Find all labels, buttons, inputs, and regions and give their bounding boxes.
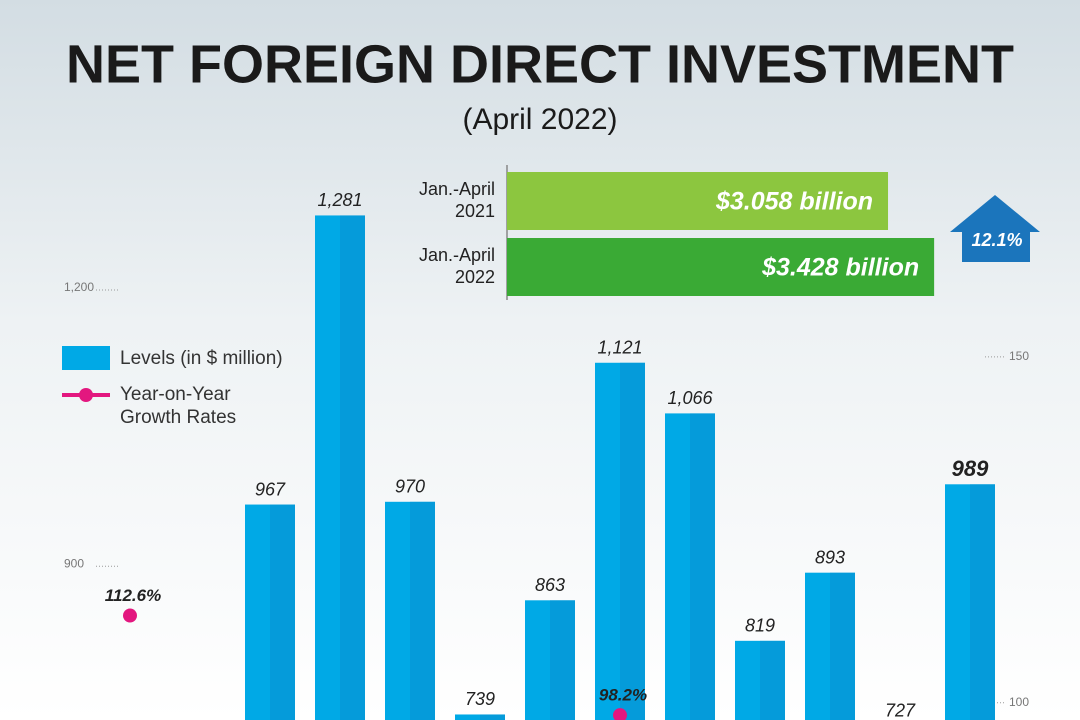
chart-subtitle: (April 2022) — [462, 103, 617, 136]
chart-title: NET FOREIGN DIRECT INVESTMENT — [66, 34, 1014, 94]
value-label: 1,066 — [667, 388, 713, 408]
value-label: 970 — [395, 477, 425, 497]
line-marker — [613, 708, 627, 720]
bar-shade — [550, 600, 575, 720]
y2-tick-label: 100 — [1009, 695, 1029, 709]
inset-value-label: $3.058 billion — [715, 188, 873, 216]
bar-shade — [270, 504, 295, 720]
value-label: 967 — [255, 479, 286, 499]
value-label: 989 — [952, 456, 989, 481]
value-label: 98.2% — [599, 686, 647, 705]
bar-shade — [760, 640, 785, 720]
bar-shade — [340, 215, 365, 720]
value-label: 819 — [745, 616, 775, 636]
inset-value-label: $3.428 billion — [761, 254, 919, 282]
y-tick-label: 1,200 — [64, 280, 94, 294]
value-label: 739 — [465, 689, 495, 709]
bar-shade — [480, 714, 505, 720]
line-marker — [123, 608, 137, 623]
bar-shade — [830, 572, 855, 720]
value-label: 863 — [535, 575, 565, 595]
legend-label: Year-on-Year Growth Rates — [120, 384, 237, 428]
y-tick-label: 900 — [64, 556, 84, 570]
inset-category-label: Jan.-April 2021 — [418, 179, 495, 221]
bar-shade — [410, 501, 435, 720]
inset-bar — [507, 172, 889, 230]
growth-label: 12.1% — [971, 230, 1022, 250]
value-label: 727 — [885, 700, 916, 720]
value-label: 1,121 — [597, 338, 642, 358]
y2-tick-label: 150 — [1009, 349, 1029, 363]
inset-category-label: Jan.-April 2022 — [418, 245, 495, 287]
legend-swatch — [62, 346, 110, 370]
value-label: 1,281 — [317, 190, 362, 210]
inset-bar — [507, 238, 935, 296]
bar-shade — [970, 484, 995, 720]
bar-shade — [690, 413, 715, 720]
legend-marker — [79, 388, 93, 402]
growth-arrow — [950, 195, 1040, 262]
plot — [123, 215, 995, 720]
bar-shade — [620, 362, 645, 720]
legend-label: Levels (in $ million) — [120, 348, 283, 369]
value-label: 112.6% — [105, 586, 161, 605]
value-label: 893 — [815, 547, 845, 567]
